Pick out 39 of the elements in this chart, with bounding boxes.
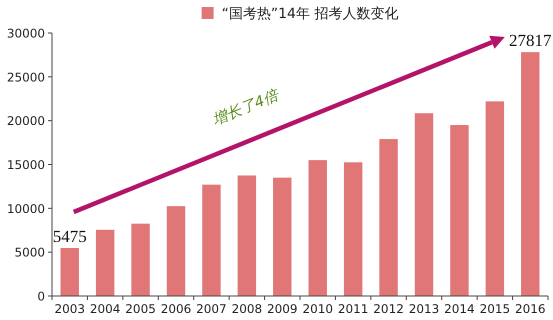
- bar: [96, 230, 114, 296]
- bar: [450, 125, 469, 296]
- x-tick-label: 2011: [338, 302, 368, 316]
- x-tick-label: 2010: [302, 302, 333, 316]
- bar: [308, 160, 327, 296]
- x-tick-label: 2005: [125, 302, 156, 316]
- x-tick-label: 2008: [232, 302, 262, 316]
- bar: [379, 139, 398, 296]
- text: 27817: [509, 31, 552, 50]
- x-tick-label: 2016: [515, 302, 546, 316]
- x-tick-label: 2003: [54, 302, 85, 316]
- x-tick-label: 2012: [373, 302, 404, 316]
- x-tick-label: 2007: [196, 302, 227, 316]
- bar: [202, 184, 221, 296]
- bar: [521, 52, 540, 296]
- x-tick-label: 2015: [480, 302, 510, 316]
- bar: [238, 175, 256, 296]
- bar: [273, 178, 292, 296]
- y-tick-label: 15000: [6, 158, 45, 172]
- bar: [166, 206, 186, 296]
- bar: [131, 224, 150, 296]
- y-tick-label: 25000: [6, 70, 45, 84]
- y-tick-label: 10000: [6, 202, 45, 216]
- x-tick-label: 2004: [90, 302, 120, 316]
- bar: [344, 162, 362, 296]
- y-tick-label: 30000: [6, 26, 45, 40]
- x-tick-label: 2009: [267, 302, 298, 316]
- y-tick-label: 0: [37, 290, 45, 304]
- bar: [60, 248, 79, 296]
- y-tick-label: 5000: [14, 246, 45, 260]
- text: 5475: [52, 227, 87, 246]
- y-tick-label: 20000: [6, 114, 45, 128]
- bar: [486, 101, 504, 296]
- bar: [414, 113, 434, 296]
- legend: “国考热”14年 招考人数变化: [202, 6, 398, 22]
- x-tick-label: 2014: [444, 302, 475, 316]
- x-tick-label: 2013: [408, 302, 440, 316]
- annotation: 增长了4倍: [210, 85, 283, 129]
- x-tick-label: 2006: [160, 302, 192, 316]
